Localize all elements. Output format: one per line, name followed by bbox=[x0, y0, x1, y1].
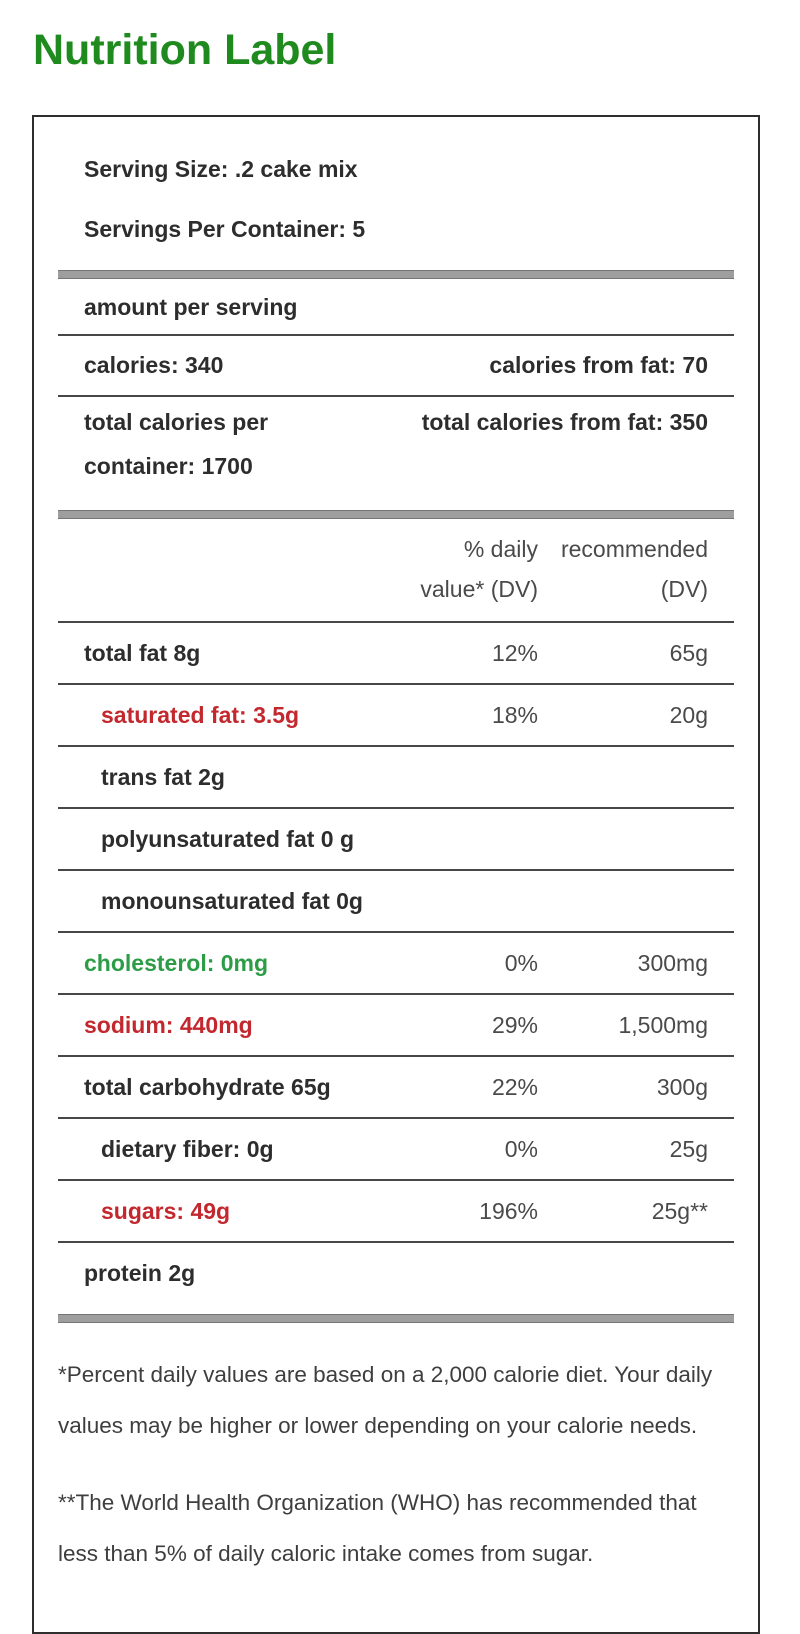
row-total-carbohydrate: total carbohydrate 65g 22% 300g bbox=[58, 1055, 734, 1117]
nutrient-recommended bbox=[538, 825, 708, 853]
nutrient-recommended: 65g bbox=[669, 640, 708, 666]
nutrient-recommended: 25g bbox=[669, 1136, 708, 1162]
row-polyunsaturated-fat: polyunsaturated fat 0 g bbox=[58, 807, 734, 869]
thick-divider bbox=[58, 270, 734, 279]
calories-row: calories: 340 calories from fat: 70 bbox=[58, 334, 734, 395]
nutrient-dv bbox=[410, 763, 538, 791]
total-calories-per-container: total calories per container: 1700 bbox=[84, 409, 269, 479]
nutrient-recommended: 300g bbox=[656, 1074, 708, 1100]
nutrient-recommended bbox=[538, 887, 708, 915]
nutrient-name: polyunsaturated fat 0 g bbox=[101, 826, 355, 852]
nutrient-dv: 0% bbox=[504, 1136, 538, 1162]
nutrient-recommended bbox=[538, 763, 708, 791]
nutrient-recommended: 25g** bbox=[651, 1198, 708, 1224]
daily-value-column-header: % daily value* (DV) bbox=[420, 536, 538, 602]
footnote-daily-values: *Percent daily values are based on a 2,0… bbox=[58, 1362, 713, 1438]
column-header-row: % daily value* (DV) recommended (DV) bbox=[58, 519, 734, 621]
nutrient-name: saturated fat: 3.5g bbox=[101, 702, 300, 728]
nutrient-dv bbox=[410, 825, 538, 853]
row-protein: protein 2g bbox=[58, 1241, 734, 1303]
total-calories-row: total calories per container: 1700 total… bbox=[58, 395, 734, 501]
nutrient-recommended: 1,500mg bbox=[618, 1012, 708, 1038]
footnote-who-sugar: **The World Health Organization (WHO) ha… bbox=[58, 1490, 697, 1566]
row-sugars: sugars: 49g 196% 25g** bbox=[58, 1179, 734, 1241]
servings-per-container: Servings Per Container: 5 bbox=[84, 216, 366, 242]
row-cholesterol: cholesterol: 0mg 0% 300mg bbox=[58, 931, 734, 993]
nutrient-dv bbox=[410, 887, 538, 915]
thick-divider bbox=[58, 1314, 734, 1323]
amount-per-serving-heading: amount per serving bbox=[84, 294, 298, 320]
nutrient-name: cholesterol: 0mg bbox=[84, 950, 269, 976]
nutrient-recommended bbox=[538, 1259, 708, 1287]
nutrient-dv: 12% bbox=[491, 640, 538, 666]
nutrient-dv: 196% bbox=[479, 1198, 538, 1224]
nutrient-name: sodium: 440mg bbox=[84, 1012, 253, 1038]
row-saturated-fat: saturated fat: 3.5g 18% 20g bbox=[58, 683, 734, 745]
nutrient-recommended: 20g bbox=[669, 702, 708, 728]
nutrient-name: total fat 8g bbox=[84, 640, 201, 666]
nutrient-recommended: 300mg bbox=[637, 950, 708, 976]
row-dietary-fiber: dietary fiber: 0g 0% 25g bbox=[58, 1117, 734, 1179]
nutrient-name: total carbohydrate 65g bbox=[84, 1074, 331, 1100]
nutrient-name: monounsaturated fat 0g bbox=[101, 888, 363, 914]
row-total-fat: total fat 8g 12% 65g bbox=[58, 621, 734, 683]
nutrient-dv: 22% bbox=[491, 1074, 538, 1100]
row-monounsaturated-fat: monounsaturated fat 0g bbox=[58, 869, 734, 931]
serving-size: Serving Size: .2 cake mix bbox=[84, 156, 358, 182]
row-sodium: sodium: 440mg 29% 1,500mg bbox=[58, 993, 734, 1055]
nutrient-name: dietary fiber: 0g bbox=[101, 1136, 274, 1162]
nutrient-dv: 18% bbox=[491, 702, 538, 728]
nutrient-dv: 29% bbox=[491, 1012, 538, 1038]
nutrient-name: protein 2g bbox=[84, 1260, 196, 1286]
calories-value: calories: 340 bbox=[84, 352, 224, 378]
nutrition-label-box: Serving Size: .2 cake mix Servings Per C… bbox=[32, 115, 760, 1634]
thick-divider bbox=[58, 510, 734, 519]
row-trans-fat: trans fat 2g bbox=[58, 745, 734, 807]
page-title: Nutrition Label bbox=[33, 26, 337, 74]
nutrient-dv: 0% bbox=[504, 950, 538, 976]
total-calories-from-fat: total calories from fat: 350 bbox=[421, 409, 708, 435]
nutrient-name: sugars: 49g bbox=[101, 1198, 231, 1224]
nutrient-name: trans fat 2g bbox=[101, 764, 225, 790]
spacer-cell bbox=[84, 529, 410, 609]
recommended-column-header: recommended (DV) bbox=[560, 536, 708, 602]
calories-from-fat-value: calories from fat: 70 bbox=[489, 352, 708, 378]
nutrient-dv bbox=[410, 1259, 538, 1287]
